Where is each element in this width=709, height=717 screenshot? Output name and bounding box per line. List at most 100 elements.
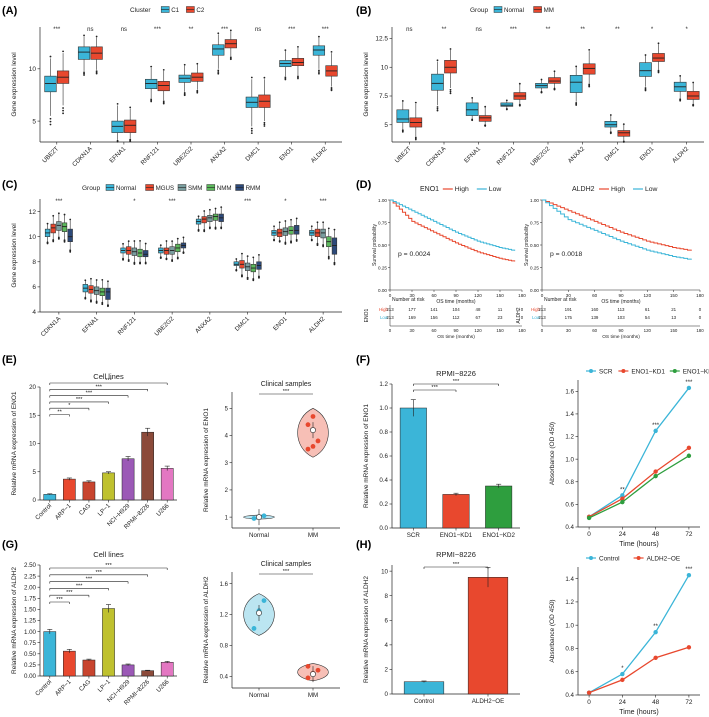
outlier-point: [69, 251, 72, 253]
box-RMM: [331, 237, 338, 255]
survival-legend-gene: ENO1: [420, 186, 439, 193]
outlier-point: [183, 94, 186, 97]
outlier-point: [84, 279, 87, 282]
outlier-point: [252, 279, 255, 282]
legend-label: Control: [599, 555, 620, 562]
outlier-point: [258, 276, 260, 279]
outlier-point: [518, 82, 521, 85]
y-tick-label: 1.75: [24, 596, 37, 603]
outlier-point: [295, 240, 298, 242]
outlier-point: [449, 88, 452, 91]
significance-label: ***: [95, 570, 102, 576]
outlier-point: [295, 217, 298, 220]
risk-count: 21: [671, 307, 676, 312]
panel-label-H: (H): [356, 539, 372, 551]
box-Normal: [396, 109, 410, 123]
y-axis-label: Gene expression level: [11, 52, 18, 117]
survival-curve-high: [390, 199, 516, 262]
outlier-point: [449, 92, 452, 95]
significance-label: *: [68, 403, 71, 409]
x-tick-label: ANXA2: [209, 145, 229, 165]
panel-label-A: (A): [2, 5, 18, 17]
series-point: [620, 496, 625, 501]
data-point: [315, 667, 321, 673]
box-SMM: [320, 228, 326, 239]
survival-curve-low: [390, 199, 516, 251]
box-C1: [212, 44, 225, 56]
y-tick-label: 0.4: [379, 477, 388, 484]
y-tick-label: 0.25: [24, 662, 37, 669]
significance-label: **: [620, 487, 625, 493]
outlier-point: [310, 239, 313, 242]
significance-label: ***: [453, 562, 460, 568]
outlier-point: [518, 104, 521, 107]
y-tick-label: 5: [384, 122, 388, 129]
y-tick-label: 0.8: [565, 646, 574, 653]
outlier-point: [471, 119, 474, 122]
outlier-point: [150, 100, 153, 103]
x-tick-label: 24: [619, 699, 627, 706]
y-tick-label: 0.6: [565, 669, 574, 676]
risk-count: 175: [565, 315, 573, 320]
x-tick-label: LP−1: [97, 678, 113, 694]
x-tick-label: UBE2T: [41, 145, 60, 164]
x-tick-label: ARP−1: [54, 502, 73, 521]
risk-count: 0: [699, 315, 702, 320]
survival-curve-low: [542, 199, 692, 260]
series-line-SCR: [588, 387, 690, 518]
outlier-point: [95, 71, 98, 74]
risk-x-tick-label: 120: [644, 328, 652, 333]
box-MM: [444, 60, 457, 74]
x-tick-label: 60: [592, 293, 598, 298]
bar-chart-G-left: Cell lines 0.00 0.25 0.50 0.75 1.00 1.25 1.50 1.…: [11, 550, 177, 707]
y-axis-label: Gene expression level: [11, 223, 18, 288]
risk-count: 113: [618, 307, 626, 312]
outlier-point: [318, 71, 320, 73]
outlier-point: [284, 49, 287, 52]
risk-x-tick-label: 30: [410, 328, 415, 333]
x-tick-label: SCR: [407, 532, 421, 539]
risk-count: 0: [521, 307, 524, 312]
x-tick-label: ARP−1: [54, 678, 73, 697]
outlier-point: [116, 102, 119, 105]
outlier-point: [95, 72, 98, 75]
y-tick-label: 1.2: [565, 434, 574, 441]
legend-label: NMM: [217, 185, 232, 192]
outlier-point: [183, 63, 186, 66]
significance-label: ns: [475, 27, 481, 33]
outlier-point: [263, 125, 266, 127]
outlier-point: [165, 240, 168, 242]
x-tick-label: ENO1: [639, 145, 656, 162]
x-tick-label: DMC1: [244, 145, 262, 163]
outlier-point: [208, 208, 211, 211]
survival-plot-area: [542, 200, 700, 290]
outlier-point: [208, 227, 211, 230]
panel-label-text: (B): [356, 5, 372, 17]
outlier-point: [217, 32, 220, 35]
series-point: [620, 499, 625, 505]
y-tick-label: 0.75: [378, 220, 387, 225]
outlier-point: [588, 85, 591, 88]
boxplot-panel-B: 5 7.5 10 12.5 Gene expression level UBE2T ns CD…: [363, 6, 704, 168]
outlier-point: [84, 297, 87, 300]
outlier-point: [297, 45, 299, 48]
significance-label: **: [546, 27, 551, 33]
y-tick-label: 0.50: [378, 243, 387, 248]
x-tick-label: 90: [453, 293, 459, 298]
y-tick-label: 10: [381, 64, 389, 71]
outlier-point: [484, 105, 487, 108]
legend-marker: [589, 556, 593, 560]
y-axis-label: Absorbance (OD 450): [549, 599, 556, 662]
significance-label: *: [621, 666, 624, 672]
significance-label: **: [189, 27, 194, 33]
risk-count: 104: [452, 307, 460, 312]
risk-x-tick-label: 180: [696, 328, 704, 333]
outlier-point: [63, 240, 66, 243]
outlier-point: [116, 140, 119, 143]
risk-x-tick-label: 90: [619, 328, 624, 333]
x-tick-label: 0: [587, 699, 591, 706]
x-tick-label: RNF121: [496, 145, 518, 167]
outlier-point: [197, 230, 200, 232]
bar-ENO1−KD1: [442, 494, 470, 529]
y-tick-label: 2.00: [24, 584, 37, 591]
